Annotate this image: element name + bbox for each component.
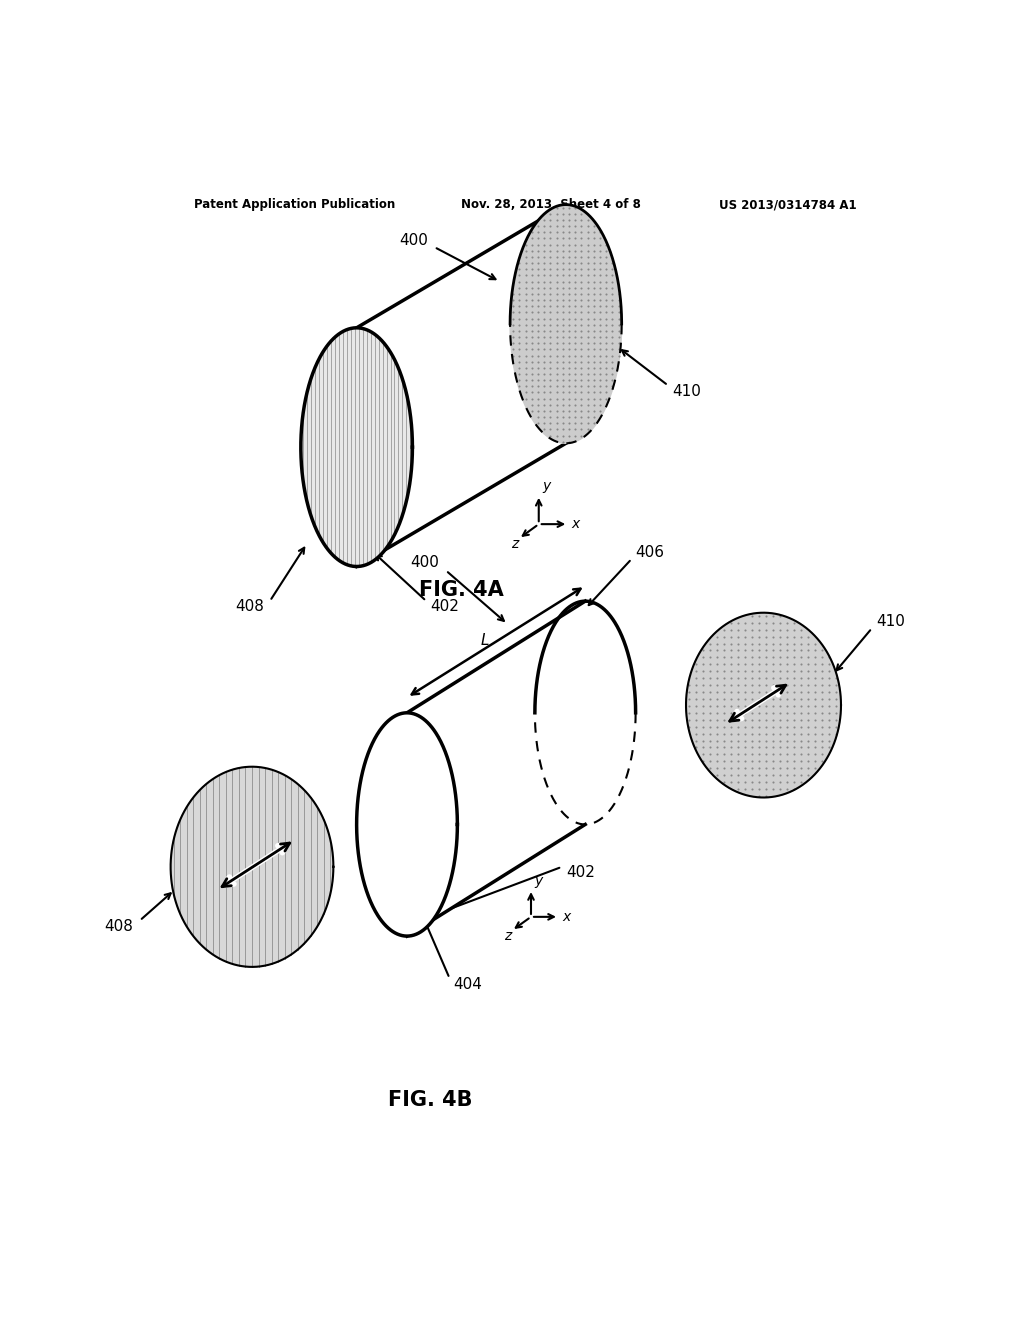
Text: L: L [480, 634, 488, 648]
Text: 408: 408 [234, 599, 263, 614]
Text: Nov. 28, 2013  Sheet 4 of 8: Nov. 28, 2013 Sheet 4 of 8 [461, 198, 641, 211]
Text: y: y [542, 479, 550, 494]
Text: US 2013/0314784 A1: US 2013/0314784 A1 [719, 198, 856, 211]
Text: 402: 402 [430, 599, 459, 614]
Text: FIG. 4B: FIG. 4B [388, 1089, 472, 1110]
Polygon shape [356, 713, 458, 936]
Polygon shape [301, 327, 413, 566]
Text: 410: 410 [876, 614, 905, 630]
Text: Patent Application Publication: Patent Application Publication [194, 198, 395, 211]
Text: z: z [504, 929, 511, 942]
Text: 408: 408 [104, 919, 133, 935]
Text: x: x [562, 909, 570, 924]
Text: 400: 400 [399, 234, 428, 248]
Polygon shape [510, 205, 622, 444]
Polygon shape [171, 767, 334, 966]
Text: z: z [511, 537, 518, 552]
Text: 406: 406 [636, 545, 665, 560]
Text: 402: 402 [566, 866, 595, 880]
Polygon shape [407, 601, 586, 936]
Text: FIG. 4A: FIG. 4A [419, 579, 504, 599]
Polygon shape [686, 612, 841, 797]
Text: x: x [571, 517, 580, 531]
Text: 400: 400 [411, 556, 439, 570]
Text: y: y [535, 874, 543, 887]
Text: 410: 410 [672, 384, 700, 399]
Text: 404: 404 [454, 977, 482, 993]
Polygon shape [356, 205, 566, 566]
